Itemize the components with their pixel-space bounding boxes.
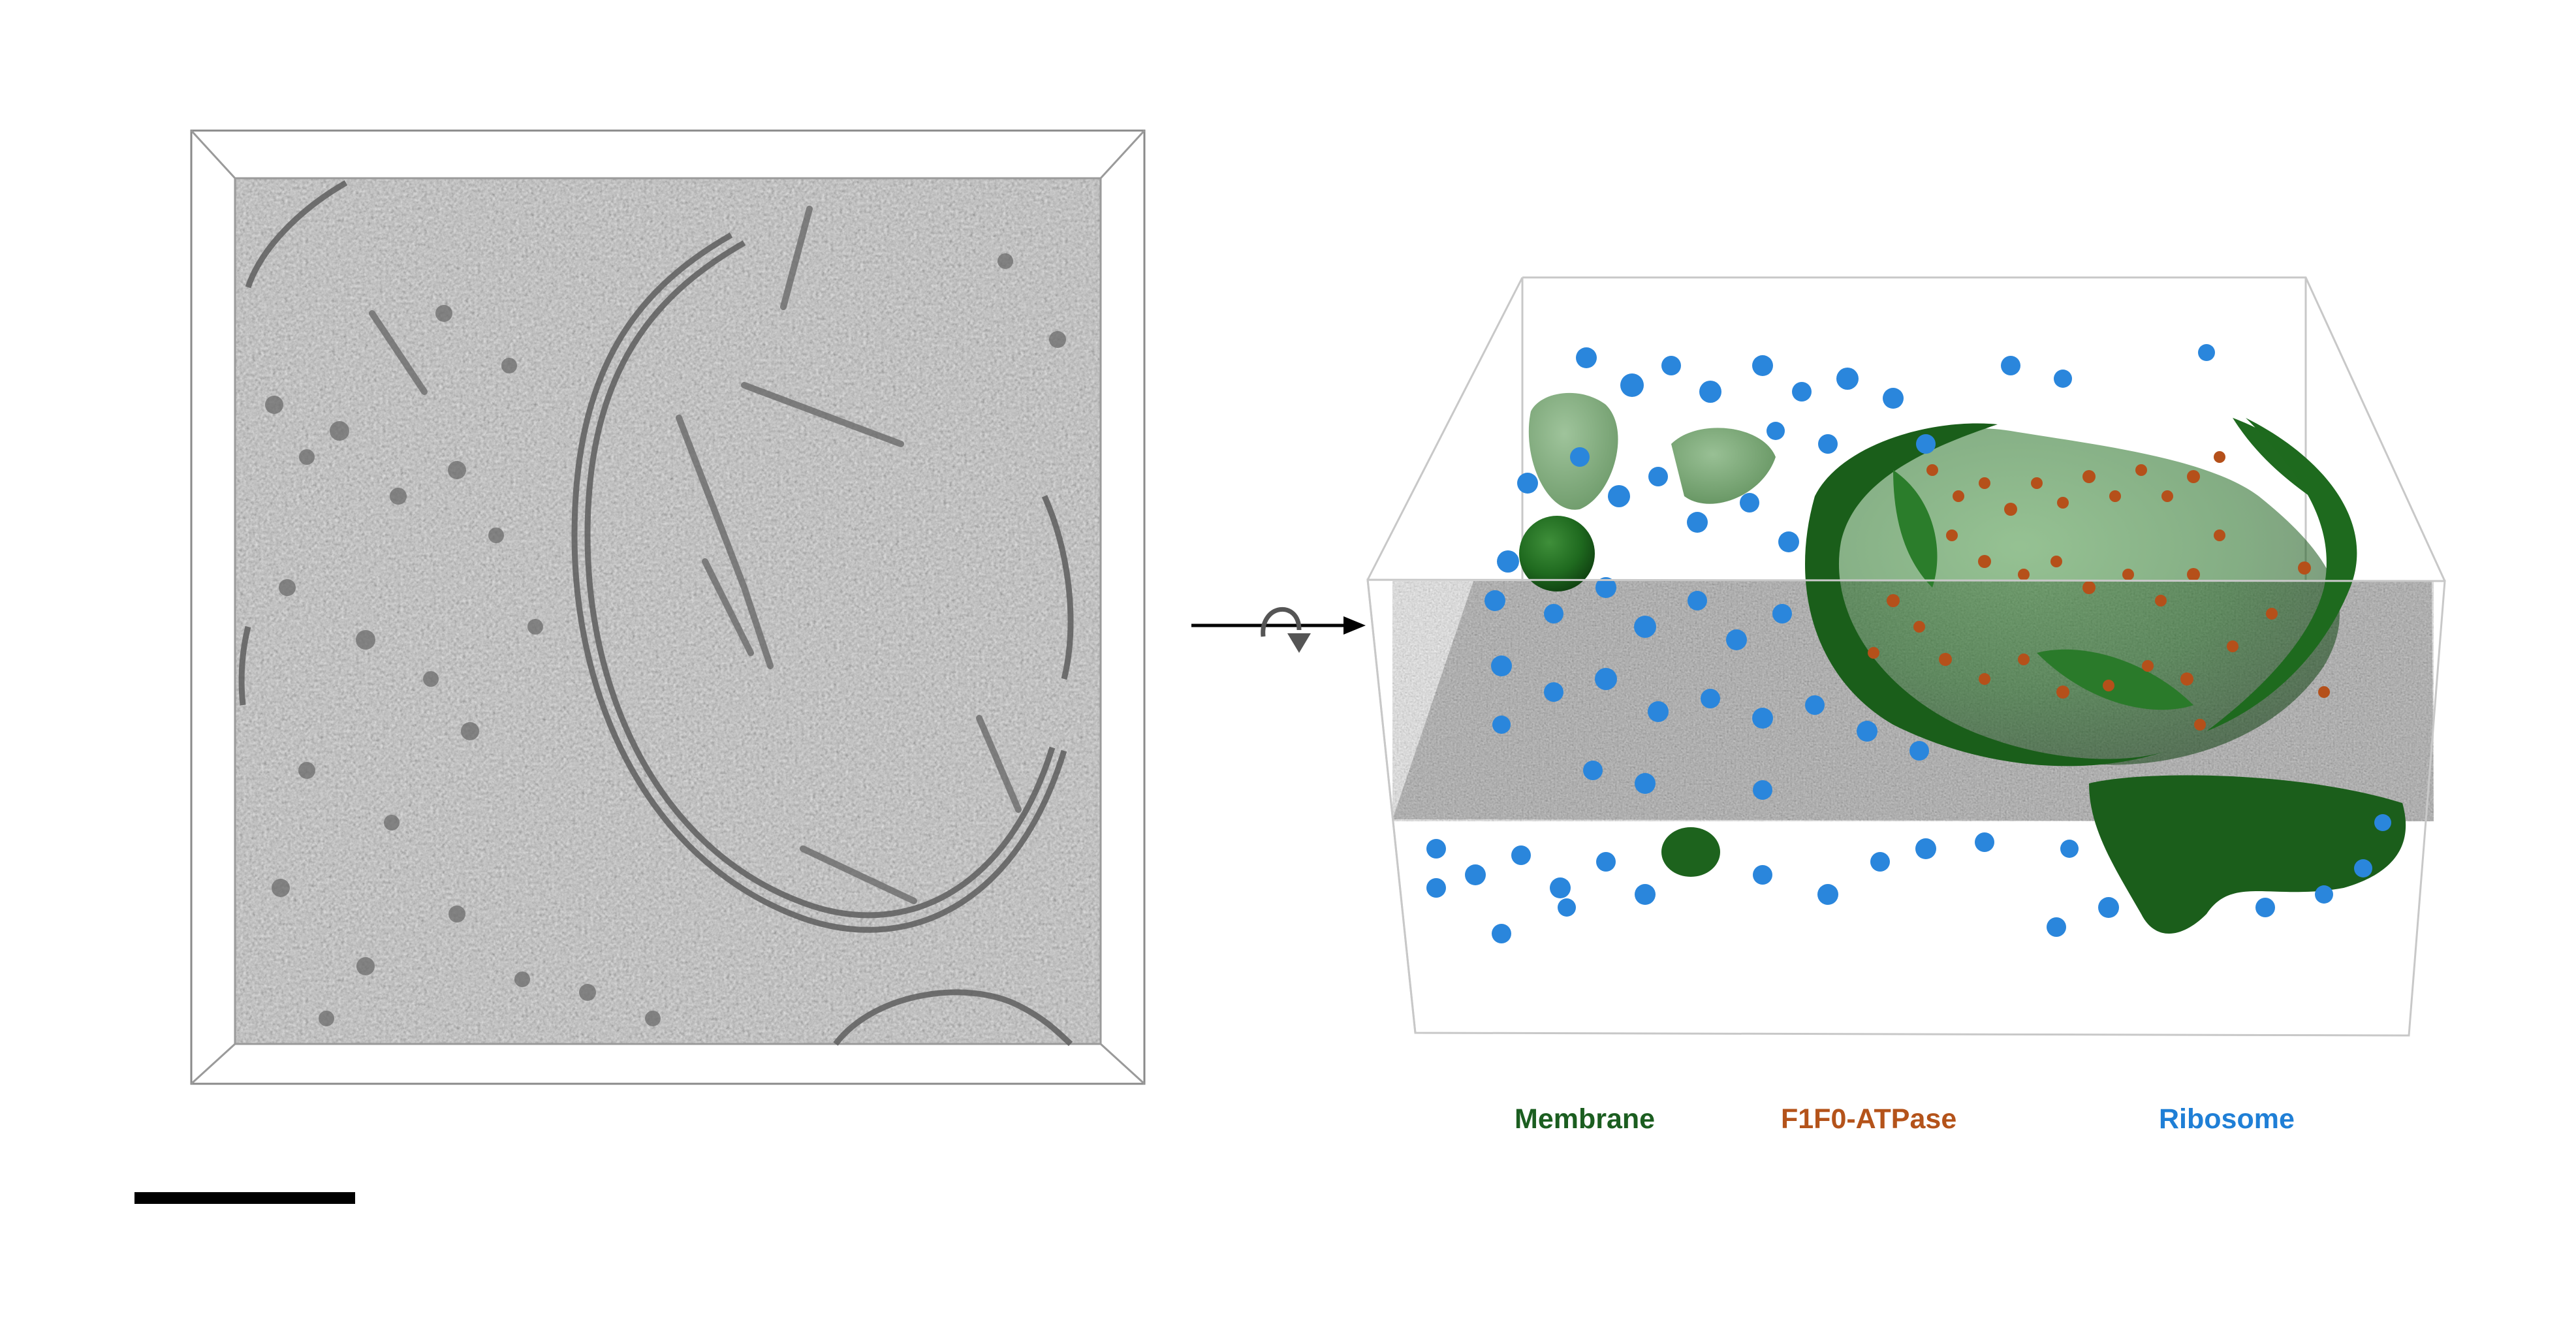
segmentation-panel bbox=[1366, 276, 2446, 1037]
legend-membrane-label: Membrane bbox=[1515, 1103, 1656, 1135]
membrane-front bbox=[2089, 775, 2406, 934]
tomogram-particles bbox=[265, 253, 1066, 1026]
frame-corner-tr bbox=[1099, 129, 1146, 180]
tomogram-cristae bbox=[369, 206, 1022, 904]
ribosome-particles bbox=[1426, 344, 2391, 943]
tomogram-panel bbox=[190, 129, 1146, 1085]
membrane-vesicle-small bbox=[1661, 827, 1720, 877]
scale-bar bbox=[134, 1192, 355, 1204]
frame-corner-tl bbox=[190, 129, 236, 180]
tomogram-membranes bbox=[238, 180, 1074, 1047]
rotate-arrow-icon bbox=[1191, 607, 1366, 653]
frame-corner-bl bbox=[190, 1043, 236, 1085]
tomogram-image-texture bbox=[235, 178, 1101, 1044]
membrane-vesicle bbox=[1519, 516, 1595, 592]
volume-box-front bbox=[1366, 578, 2446, 1037]
tomogram-frame-inner bbox=[234, 177, 1102, 1045]
legend-atpase-label: F1F0-ATPase bbox=[1781, 1103, 1957, 1135]
atpase-particles bbox=[1868, 451, 2330, 731]
membrane-mitochondrion bbox=[1805, 418, 2357, 766]
frame-corner-br bbox=[1099, 1043, 1146, 1085]
legend-ribosome-label: Ribosome bbox=[2159, 1103, 2295, 1135]
